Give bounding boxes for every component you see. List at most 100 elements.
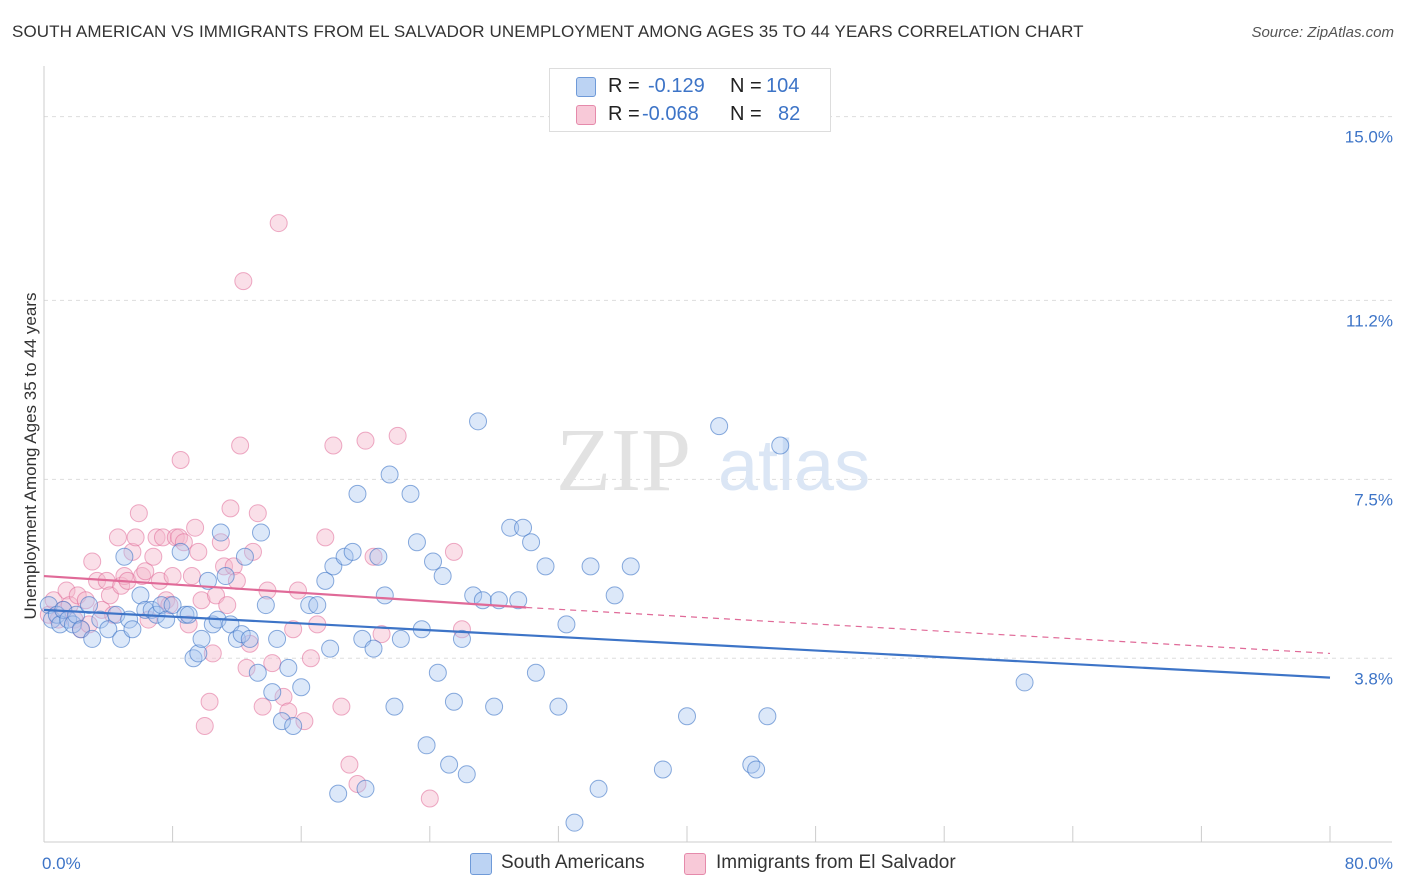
data-point-el-salvador: [153, 528, 172, 547]
data-point-south-american: [565, 813, 584, 832]
data-point-south-american: [321, 639, 340, 658]
data-point-south-american: [509, 591, 528, 610]
legend-swatch-blue: [576, 77, 596, 97]
data-point-el-salvador: [248, 504, 267, 523]
data-point-el-salvador: [200, 692, 219, 711]
data-point-el-salvador: [179, 615, 198, 634]
series-south-americans: [39, 412, 1034, 832]
legend-row-el-salvador: R = -0.068 N = 82: [550, 99, 830, 129]
data-point-south-american: [771, 436, 790, 455]
data-point-south-american: [417, 736, 436, 755]
data-point-south-american: [407, 533, 426, 552]
data-point-el-salvador: [372, 625, 391, 644]
data-point-south-american: [235, 547, 254, 566]
data-point-el-salvador: [57, 581, 76, 600]
data-point-south-american: [263, 683, 282, 702]
data-point-south-american: [123, 620, 142, 639]
data-point-south-american: [189, 644, 208, 663]
data-point-south-american: [385, 697, 404, 716]
data-point-south-american: [522, 533, 541, 552]
data-point-el-salvador: [356, 431, 375, 450]
legend-r-value: -0.068: [642, 103, 699, 125]
data-point-south-american: [581, 557, 600, 576]
data-point-south-american: [557, 615, 576, 634]
data-point-south-american: [369, 547, 388, 566]
data-point-south-american: [742, 755, 761, 774]
series-immigrants-el-salvador: [39, 214, 471, 808]
data-point-el-salvador: [195, 716, 214, 735]
data-point-el-salvador: [234, 272, 253, 291]
data-point-south-american: [252, 523, 271, 542]
data-point-south-american: [248, 663, 267, 682]
data-point-el-salvador: [192, 591, 211, 610]
legend-swatch-pink: [576, 105, 596, 125]
y-tick-label: 7.5%: [1354, 490, 1393, 509]
data-point-south-american: [292, 678, 311, 697]
chart-title: SOUTH AMERICAN VS IMMIGRANTS FROM EL SAL…: [12, 22, 1084, 41]
data-point-el-salvador: [269, 214, 288, 233]
data-point-south-american: [1015, 673, 1034, 692]
data-point-south-american: [348, 484, 367, 503]
legend-label: Immigrants from El Salvador: [716, 852, 956, 873]
trend-line-el-salvador-extension: [526, 606, 1331, 655]
data-point-south-american: [391, 629, 410, 648]
data-point-el-salvador: [324, 436, 343, 455]
data-point-el-salvador: [221, 499, 240, 518]
series-legend: South Americans Immigrants from El Salva…: [0, 851, 1406, 879]
data-point-el-salvador: [129, 504, 148, 523]
x-tick-label: 80.0%: [1345, 854, 1393, 873]
legend-swatch-pink: [684, 853, 706, 875]
data-point-el-salvador: [332, 697, 351, 716]
watermark-zip: ZIP: [556, 411, 691, 510]
gridlines: [44, 116, 1392, 659]
data-point-el-salvador: [388, 426, 407, 445]
data-point-south-american: [433, 567, 452, 586]
source-label: Source: ZipAtlas.com: [1251, 24, 1394, 41]
legend-n-value: 104: [766, 75, 800, 97]
data-point-el-salvador: [211, 533, 230, 552]
legend-n-label: N =: [730, 103, 762, 125]
data-point-south-american: [473, 591, 492, 610]
data-point-el-salvador: [215, 557, 234, 576]
data-point-south-american: [83, 629, 102, 648]
trend-line-el-salvador: [43, 574, 527, 609]
data-point-el-salvador: [76, 591, 95, 610]
data-point-south-american: [279, 658, 298, 677]
data-point-el-salvador: [253, 697, 272, 716]
data-point-el-salvador: [295, 712, 314, 731]
data-point-south-american: [115, 547, 134, 566]
data-point-south-american: [526, 663, 545, 682]
data-point-el-salvador: [218, 596, 237, 615]
legend-n-value: 82: [778, 103, 801, 125]
data-point-south-american: [710, 417, 729, 436]
data-point-south-american: [536, 557, 555, 576]
data-point-el-salvador: [163, 567, 182, 586]
data-point-south-american: [179, 605, 198, 624]
watermark-atlas: atlas: [718, 426, 870, 506]
data-point-south-american: [163, 596, 182, 615]
data-point-south-american: [329, 784, 348, 803]
data-point-el-salvador: [274, 687, 293, 706]
data-point-south-american: [268, 629, 287, 648]
data-point-el-salvador: [279, 702, 298, 721]
data-point-el-salvador: [263, 654, 282, 673]
data-point-south-american: [364, 639, 383, 658]
data-point-el-salvador: [231, 436, 250, 455]
y-tick-label: 3.8%: [1354, 669, 1393, 688]
data-point-el-salvador: [364, 547, 383, 566]
data-point-south-american: [621, 557, 640, 576]
data-point-el-salvador: [420, 789, 439, 808]
data-point-south-american: [203, 615, 222, 634]
data-point-el-salvador: [126, 528, 145, 547]
legend-swatch-blue: [470, 853, 492, 875]
data-point-south-american: [356, 779, 375, 798]
trend-line-south-americans: [43, 608, 1331, 679]
data-point-el-salvador: [133, 567, 152, 586]
data-point-south-american: [198, 571, 217, 590]
data-point-south-american: [501, 518, 520, 537]
data-point-south-american: [343, 542, 362, 561]
data-point-south-american: [256, 596, 275, 615]
data-point-south-american: [227, 629, 246, 648]
data-point-el-salvador: [83, 552, 102, 571]
data-point-south-american: [284, 716, 303, 735]
